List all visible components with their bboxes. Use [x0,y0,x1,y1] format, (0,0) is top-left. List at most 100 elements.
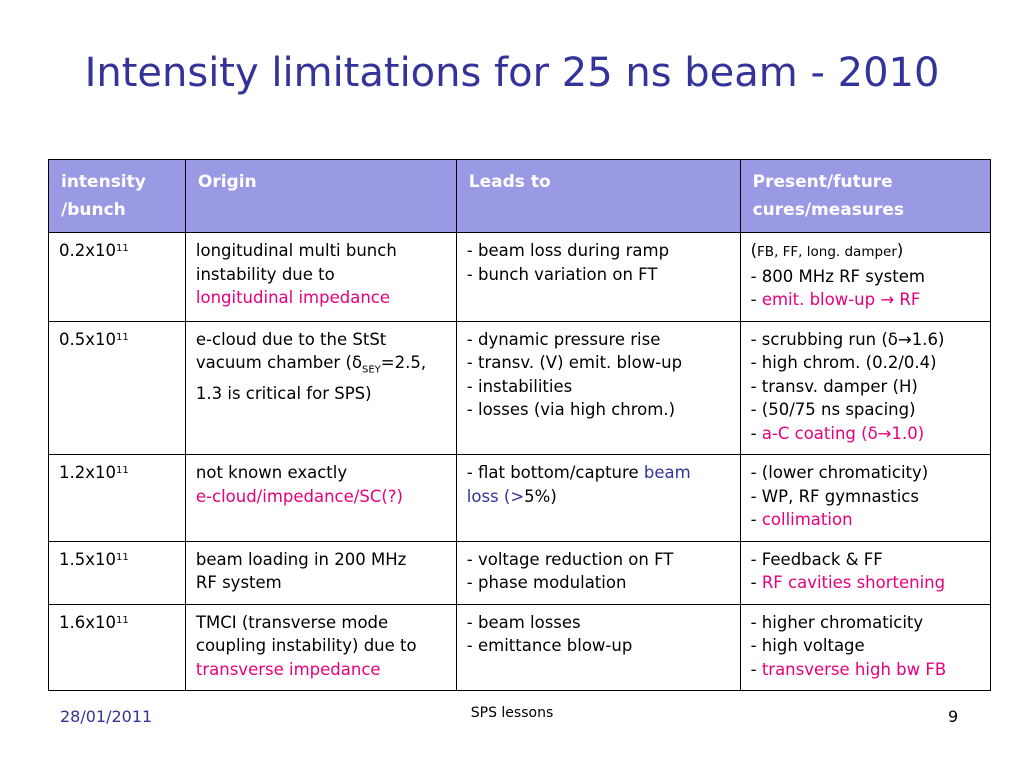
leads-to-line: - dynamic pressure rise [466,329,661,349]
slide-title: Intensity limitations for 25 ns beam - 2… [84,50,940,96]
cures-line: - (lower chromaticity) [750,463,929,482]
origin-line: 1.3 is critical for SPS) [195,383,372,403]
leads-to-line: - transv. (V) emit. blow-up [466,353,683,372]
origin-line: coupling instability) due to [195,636,417,655]
leads-to-line: - flat bottom/capture [466,463,644,482]
footer-title: SPS lessons [470,705,554,721]
intensity-exponent: 11 [116,243,129,254]
intensity-value: 1.5x10 [59,549,117,569]
cures-highlight: RF cavities shortening [761,573,946,592]
cures-cell: (FB, FF, long. damper) - 800 MHz RF syst… [739,232,992,322]
intensity-exponent: 11 [116,614,129,626]
table-row: 0.2x1011 longitudinal multi bunch instab… [48,232,992,322]
cures-dash: - [750,510,762,529]
origin-cell: not known exactly e-cloud/impedance/SC(?… [184,454,457,542]
cures-line: - Feedback & FF [750,549,883,569]
leads-to-line: - beam losses [466,612,581,632]
cures-dash: - [750,290,762,309]
cures-highlight: a-C coating (δ→1.0) [761,423,925,443]
header-leads-to: Leads to [455,159,741,233]
leads-to-line: - instabilities [466,376,573,396]
origin-highlight: e-cloud/impedance/SC(?) [195,486,403,506]
intensity-exponent: 11 [116,551,129,563]
cures-line: - high chrom. (0.2/0.4) [750,353,937,372]
leads-to-highlight: loss (> [466,486,525,506]
intensity-cell: 1.6x1011 [48,603,186,691]
header-intensity-line1: intensity [61,172,146,192]
leads-to-cell: - beam loss during ramp - bunch variatio… [455,232,741,322]
cures-highlight: transverse high bw FB [761,659,947,679]
cures-paren-open: ( [750,241,758,260]
footer-date: 28/01/2011 [60,707,153,726]
intensity-value: 1.6x10 [59,612,117,632]
cures-paren-close: ) [896,241,904,260]
header-origin: Origin [184,159,457,233]
intensity-value: 0.2x10 [59,241,117,260]
cures-highlight: emit. blow-up → RF [761,290,921,309]
cures-small-text: FB, FF, long. damper [757,244,897,260]
cures-cell: - Feedback & FF - RF cavities shortening [739,540,992,605]
intensity-cell: 1.2x1011 [48,454,186,542]
cures-highlight: collimation [761,510,853,529]
origin-line: TMCI (transverse mode [195,612,389,632]
leads-to-cell: - voltage reduction on FT - phase modula… [455,540,741,605]
origin-line: vacuum chamber ( [195,353,352,372]
leads-to-cell: - beam losses - emittance blow-up [455,603,741,691]
origin-line: longitudinal multi bunch [195,241,397,260]
leads-to-line: - emittance blow-up [466,636,633,655]
table-row: 0.5x1011 e-cloud due to the StSt vacuum … [48,320,992,455]
table-header-row: intensity /bunch Origin Leads to Present… [48,159,992,233]
header-intensity-line2: /bunch [61,200,126,220]
cures-dash: - [750,423,762,443]
origin-line: instability due to [195,264,335,284]
cures-line: - high voltage [750,636,865,655]
origin-cell: e-cloud due to the StSt vacuum chamber (… [184,320,457,455]
origin-value: =2.5, [380,353,427,372]
origin-highlight: transverse impedance [195,659,381,679]
delta-symbol: δ [351,353,362,372]
origin-line: beam loading in 200 MHz [195,549,407,569]
cures-dash: - [750,659,762,679]
table-row: 1.6x1011 TMCI (transverse mode coupling … [48,603,992,691]
page-number: 9 [948,707,959,726]
leads-to-cell: - flat bottom/capture beam loss (>5%) [455,454,741,542]
leads-to-line: - voltage reduction on FT [466,549,674,569]
cures-line: - 800 MHz RF system [750,266,925,286]
intensity-cell: 0.2x1011 [48,232,186,322]
intensity-exponent: 11 [116,465,129,476]
cures-line: - (50/75 ns spacing) [750,400,916,419]
origin-line: not known exactly [195,463,348,482]
header-cures-line1: Present/future [752,172,893,192]
leads-to-line: - phase modulation [466,573,627,592]
limitations-table: intensity /bunch Origin Leads to Present… [48,159,992,691]
intensity-value: 0.5x10 [59,329,117,349]
sey-subscript: SEY [362,364,381,376]
leads-to-line: - beam loss during ramp [466,241,670,260]
intensity-cell: 0.5x1011 [48,320,186,455]
origin-cell: longitudinal multi bunch instability due… [184,232,457,322]
origin-highlight: longitudinal impedance [195,288,391,307]
cures-line: - transv. damper (H) [750,376,918,396]
intensity-cell: 1.5x1011 [48,540,186,605]
intensity-exponent: 11 [116,331,129,343]
origin-cell: beam loading in 200 MHz RF system [184,540,457,605]
cures-cell: - higher chromaticity - high voltage - t… [739,603,992,691]
cures-cell: - scrubbing run (δ→1.6) - high chrom. (0… [739,320,992,455]
cures-line: - higher chromaticity [750,612,924,632]
leads-to-line: - bunch variation on FT [466,264,658,284]
cures-line: - scrubbing run (δ→1.6) [750,329,945,349]
cures-cell: - (lower chromaticity) - WP, RF gymnasti… [739,454,992,542]
table-row: 1.2x1011 not known exactly e-cloud/imped… [48,454,992,542]
leads-to-line: - losses (via high chrom.) [466,400,676,419]
cures-line: - WP, RF gymnastics [750,486,919,506]
header-intensity: intensity /bunch [48,159,186,233]
cures-dash: - [750,573,762,592]
leads-to-value: 5%) [524,486,557,506]
origin-cell: TMCI (transverse mode coupling instabili… [184,603,457,691]
leads-to-highlight: beam [643,463,691,482]
leads-to-cell: - dynamic pressure rise - transv. (V) em… [455,320,741,455]
table-row: 1.5x1011 beam loading in 200 MHz RF syst… [48,540,992,605]
origin-line: e-cloud due to the StSt [195,329,387,349]
header-cures-line2: cures/measures [752,200,904,220]
origin-line: RF system [195,573,282,592]
